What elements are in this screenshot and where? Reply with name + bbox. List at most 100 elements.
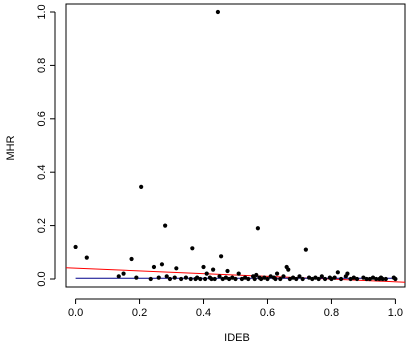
fit-line [65, 267, 406, 283]
data-point [265, 276, 270, 282]
y-tick-label: 0.0 [36, 271, 48, 286]
data-point [254, 272, 259, 278]
data-point [367, 276, 372, 282]
y-tick-label: 0.8 [36, 58, 48, 73]
data-point [148, 276, 153, 282]
y-tick-label: 0.4 [36, 165, 48, 180]
data-point [134, 275, 139, 280]
data-point [322, 276, 328, 282]
data-point [198, 276, 203, 282]
data-point [116, 274, 121, 279]
data-point [348, 276, 353, 282]
data-point [338, 276, 344, 282]
data-point [233, 276, 238, 282]
data-point [121, 271, 126, 276]
data-point [174, 266, 179, 271]
data-point [163, 223, 168, 228]
data-point [212, 276, 217, 282]
data-point [383, 276, 388, 282]
data-point [156, 275, 161, 280]
data-points [73, 9, 398, 282]
data-point [380, 276, 385, 282]
data-point [303, 247, 308, 252]
data-point [351, 275, 356, 280]
data-point [190, 246, 195, 251]
x-tick-label: 0.4 [196, 307, 211, 319]
data-point [297, 274, 302, 279]
data-point [211, 267, 216, 272]
data-point [252, 276, 257, 282]
x-axis-title: IDEB [224, 332, 250, 344]
data-point [306, 275, 312, 280]
data-point [300, 276, 305, 282]
data-point [183, 275, 189, 280]
y-tick-label: 0.2 [36, 218, 48, 233]
data-point [262, 275, 267, 280]
data-point [227, 276, 232, 282]
x-tick-label: 0.8 [324, 307, 339, 319]
x-tick-label: 0.2 [132, 307, 147, 319]
data-point [215, 9, 221, 15]
data-point [236, 271, 241, 276]
data-point [258, 276, 264, 282]
data-point [370, 275, 376, 280]
data-point [374, 276, 379, 282]
data-point [345, 271, 350, 276]
y-axis-title: MHR [5, 135, 17, 160]
data-point [188, 276, 193, 282]
x-tick-label: 0.6 [260, 307, 275, 319]
y-tick-label: 1.0 [36, 4, 48, 19]
data-point [164, 274, 169, 279]
data-point [179, 276, 184, 282]
data-point [84, 255, 89, 260]
data-point [354, 276, 360, 282]
data-point [313, 275, 318, 280]
data-point [159, 262, 165, 267]
data-point [195, 275, 200, 280]
data-point [286, 267, 291, 272]
data-point [332, 275, 337, 280]
data-point [242, 275, 248, 280]
data-point [139, 184, 144, 189]
data-point [273, 276, 278, 282]
data-point [310, 276, 315, 282]
data-point [172, 275, 177, 280]
data-point [204, 271, 209, 276]
data-point [230, 275, 235, 280]
data-point [393, 276, 398, 282]
data-point [209, 276, 214, 282]
data-point [167, 276, 173, 282]
data-point [151, 264, 157, 270]
x-axis: 0.0 0.2 0.4 0.6 0.8 1.0 [68, 298, 403, 319]
data-point [361, 275, 366, 280]
data-point [287, 276, 292, 282]
x-tick-label: 1.0 [388, 307, 403, 319]
data-point [246, 276, 251, 282]
data-point [268, 274, 273, 279]
data-point [203, 276, 208, 282]
data-point [274, 271, 280, 276]
data-point [281, 274, 286, 279]
data-point [290, 275, 296, 280]
data-point [329, 276, 334, 282]
data-point [316, 276, 321, 282]
data-point [219, 254, 224, 259]
data-point [225, 268, 230, 274]
plot-area [65, 3, 406, 288]
plot-frame [65, 3, 406, 288]
data-point [217, 274, 222, 279]
x-tick-label: 0.0 [68, 307, 83, 319]
data-point [255, 226, 260, 231]
data-point [129, 256, 134, 262]
data-point [319, 274, 324, 279]
data-point [335, 270, 340, 275]
data-point [239, 276, 244, 282]
data-point [364, 276, 369, 282]
data-point [220, 276, 225, 282]
data-point [201, 264, 206, 270]
data-point [294, 276, 299, 282]
data-point [73, 244, 78, 250]
data-point [223, 275, 229, 280]
y-axis: 0.0 0.2 0.4 0.6 0.8 1.0 [36, 4, 56, 287]
